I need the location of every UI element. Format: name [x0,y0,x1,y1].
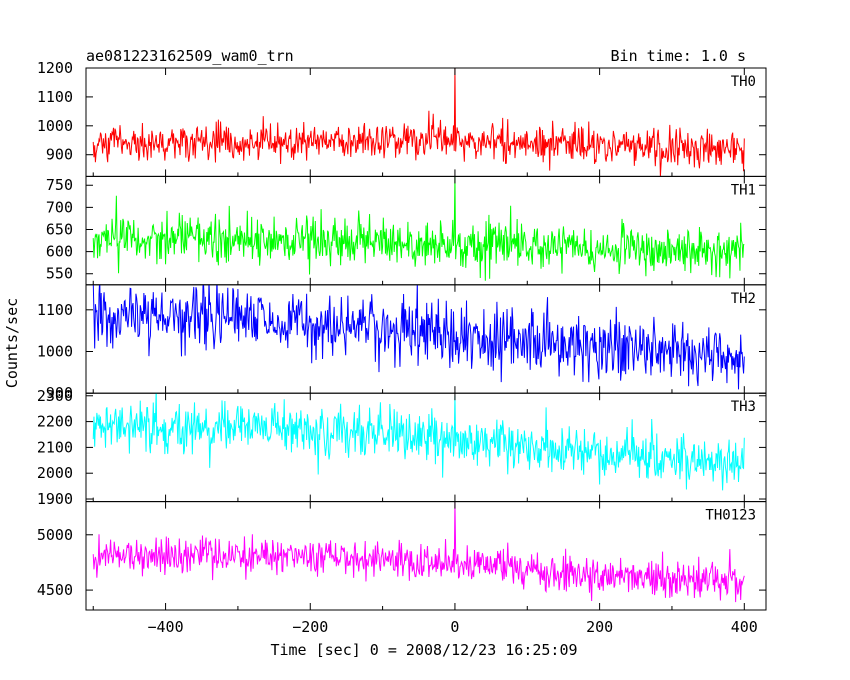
panel-frame [85,501,767,611]
y-tick-label: 700 [46,198,73,216]
x-tick-label: −400 [148,618,184,636]
panel-th0: 900 1000 1100 1200 TH0 [37,59,767,177]
x-tick-label: −200 [292,618,328,636]
y-tick-label: 1900 [37,490,73,508]
x-axis: −400 −200 0 200 400 [148,618,758,636]
x-tick-label: 400 [731,618,758,636]
y-tick-label: 1000 [37,343,73,361]
y-tick-label: 900 [46,146,73,164]
panel-th1: 550 600 650 700 750 TH1 [46,175,767,286]
series-line-th0123 [92,501,745,603]
series-line-th2 [92,284,745,390]
y-tick-label: 1200 [37,59,73,77]
series-line-th0 [92,68,745,177]
band-label-th0123: TH0123 [705,508,756,524]
panel-frame [85,67,767,177]
band-label-th2: TH2 [731,291,756,307]
y-tick-label: 600 [46,243,73,261]
band-label-th0: TH0 [731,74,756,90]
y-tick-label: 2000 [37,464,73,482]
y-tick-label: 2200 [37,413,73,431]
band-label-th3: TH3 [731,399,756,415]
bin-time: Bin time: 1.0 s [611,47,746,65]
y-axis-title: Counts/sec [3,298,21,388]
y-tick-label: 4500 [37,581,73,599]
y-tick-label: 650 [46,220,73,238]
y-tick-label: 550 [46,265,73,283]
panel-th3: 1900 2000 2100 2200 2300 TH3 [37,387,767,508]
y-tick-label: 1100 [37,301,73,319]
y-tick-label: 750 [46,176,73,194]
panel-th2: 900 1000 1100 TH2 [37,284,767,402]
observation-id: ae081223162509_wam0_trn [86,47,294,65]
band-label-th1: TH1 [731,182,756,198]
y-tick-label: 900 [46,384,73,402]
x-tick-label: 200 [586,618,613,636]
x-tick-label: 0 [450,618,459,636]
y-tick-label: 2300 [37,387,73,405]
panel-th0123: 4500 5000 TH0123 [37,501,767,611]
x-axis-title: Time [sec] 0 = 2008/12/23 16:25:09 [270,641,577,659]
series-line-th1 [92,176,745,281]
y-tick-label: 2100 [37,438,73,456]
series-line-th3 [92,393,745,491]
y-tick-label: 1100 [37,88,73,106]
y-tick-label: 1000 [37,117,73,135]
y-tick-label: 5000 [37,526,73,544]
